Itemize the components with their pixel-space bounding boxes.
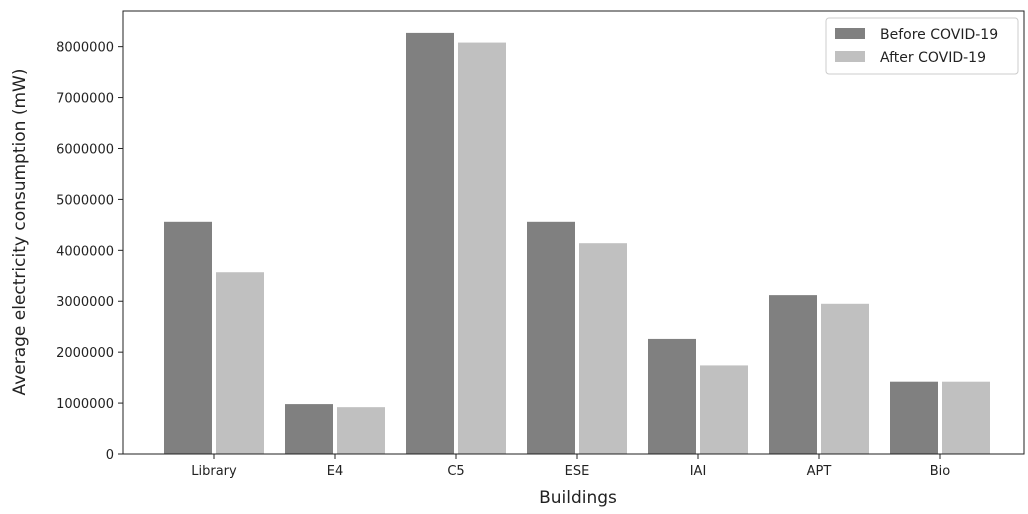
y-tick-label: 2000000	[56, 346, 114, 361]
bar-bio-before	[890, 381, 938, 454]
bar-apt-before	[769, 295, 817, 454]
bar-iai-after	[700, 365, 748, 454]
y-tick-label: 1000000	[56, 397, 114, 412]
x-axis-ticks: Library E4 C5 ESE IAI APT Bio	[191, 454, 950, 479]
x-tick-label: ESE	[565, 464, 590, 479]
legend-swatch-before	[835, 28, 865, 39]
legend-frame	[825, 17, 1019, 75]
y-tick-label: 7000000	[56, 92, 114, 107]
bar-iai-before	[648, 338, 696, 454]
x-tick-label: Bio	[930, 464, 951, 479]
y-tick-label: 6000000	[56, 142, 114, 157]
legend: Before COVID-19 After COVID-19	[825, 17, 1019, 75]
bar-ese-before	[527, 221, 575, 454]
bar-e4-before	[285, 404, 333, 454]
bar-library-after	[216, 272, 264, 454]
bar-ese-after	[579, 243, 627, 454]
x-tick-label: C5	[447, 464, 464, 479]
y-tick-label: 8000000	[56, 41, 114, 56]
bar-e4-after	[337, 407, 385, 454]
bar-bio-after	[942, 381, 990, 454]
bar-library-before	[164, 221, 212, 454]
legend-label-before: Before COVID-19	[880, 27, 998, 43]
y-tick-label: 4000000	[56, 244, 114, 259]
y-tick-label: 0	[106, 448, 114, 463]
legend-swatch-after	[835, 51, 865, 62]
bar-apt-after	[821, 303, 869, 454]
bars-group	[164, 32, 990, 455]
y-axis-ticks: 0 1000000 2000000 3000000 4000000 5000000 6000…	[56, 41, 123, 463]
legend-label-after: After COVID-19	[880, 50, 986, 66]
x-tick-label: IAI	[690, 464, 707, 479]
x-tick-label: APT	[807, 464, 832, 479]
bar-c5-after	[458, 42, 506, 454]
y-tick-label: 5000000	[56, 193, 114, 208]
bar-c5-before	[406, 32, 454, 455]
x-axis-title: Buildings	[539, 488, 617, 508]
x-tick-label: Library	[191, 464, 237, 479]
y-axis-title: Average electricity consumption (mW)	[10, 69, 30, 396]
y-tick-label: 3000000	[56, 295, 114, 310]
x-tick-label: E4	[327, 464, 344, 479]
plot-frame	[122, 10, 1025, 455]
